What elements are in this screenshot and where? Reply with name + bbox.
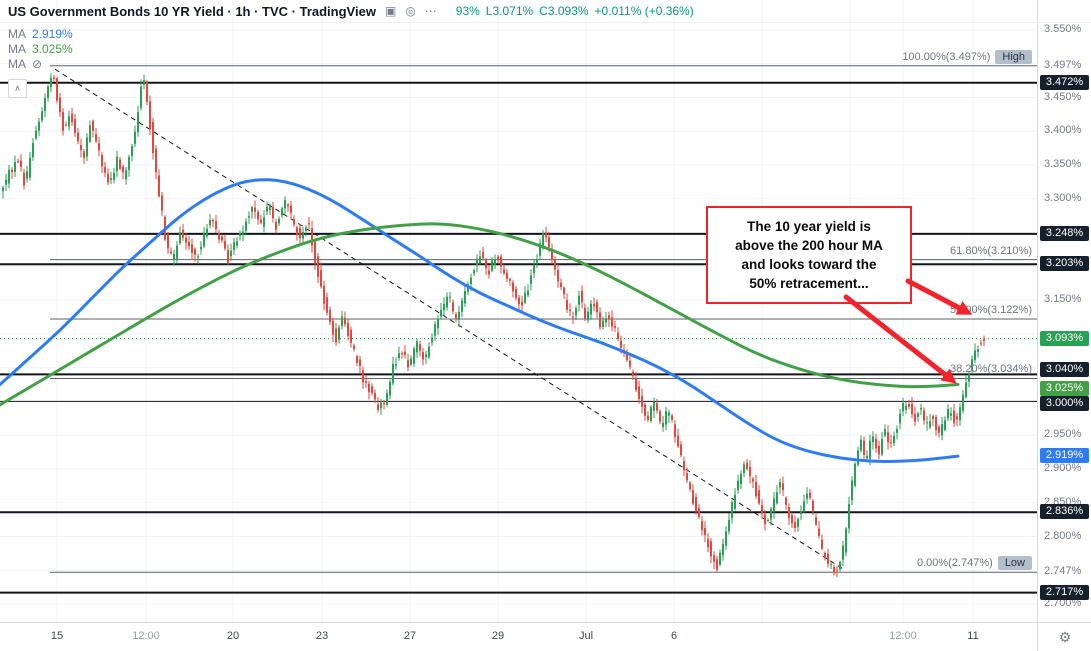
price-badge: 3.040%	[1040, 362, 1089, 377]
annotation-line: The 10 year yield is	[747, 219, 871, 234]
ma2-label: MA	[8, 41, 26, 56]
time-axis-label: 23	[315, 630, 329, 642]
symbol-title[interactable]: US Government Bonds 10 YR Yield · 1h · T…	[8, 3, 376, 19]
annotation-line: and looks toward the	[741, 257, 877, 272]
price-axis-label: 2.747%	[1044, 565, 1082, 577]
ma1-value: 2.919%	[32, 26, 73, 41]
grid-vertical	[56, 0, 974, 622]
price-axis-label: 2.800%	[1044, 530, 1082, 542]
price-badge: 3.248%	[1040, 226, 1089, 241]
ma-line-green[interactable]	[0, 222, 960, 407]
axis-corner: ⚙	[1037, 622, 1091, 651]
ma3-label: MA	[8, 56, 26, 71]
settings-gear-icon[interactable]: ⚙	[1058, 629, 1072, 645]
ohlc-values: 93% L3.071% C3.093% +0.011% (+0.36%)	[456, 4, 700, 18]
ma-line-blue[interactable]	[0, 178, 960, 464]
price-axis-label: 3.497%	[1044, 59, 1082, 71]
chart-canvas[interactable]	[0, 0, 1037, 622]
price-axis-label: 2.900%	[1044, 462, 1082, 474]
time-axis-label: 12:00	[889, 630, 917, 642]
indicator-legend: MA 2.919% MA 3.025% MA ⊘ ∧	[8, 26, 73, 98]
annotation-line: 50% retracement...	[749, 276, 869, 291]
time-axis-label: 15	[50, 630, 64, 642]
panel-icon[interactable]: ▣	[384, 4, 397, 18]
grid-horizontal	[0, 29, 1037, 605]
price-axis-label: 3.450%	[1044, 91, 1082, 103]
time-axis-label: 12:00	[132, 630, 160, 642]
price-axis-label: 2.950%	[1044, 428, 1082, 440]
price-axis-label: 3.350%	[1044, 158, 1082, 170]
trendline	[54, 68, 844, 570]
eye-off-icon[interactable]: ⊘	[32, 56, 43, 71]
ohlc-close: C3.093%	[539, 4, 589, 18]
time-axis[interactable]: 15 12:00 20 23 27 29 Jul 6 12:00 11	[0, 622, 1037, 651]
eye-icon[interactable]: ◎	[405, 4, 416, 18]
ma-row-1[interactable]: MA 2.919%	[8, 26, 73, 41]
ma-row-3[interactable]: MA ⊘	[8, 56, 73, 71]
ma-row-2[interactable]: MA 3.025%	[8, 41, 73, 56]
price-axis-label: 2.700%	[1044, 597, 1082, 609]
ohlc-high-partial: 93%	[455, 4, 480, 18]
price-badge: 3.472%	[1040, 75, 1089, 90]
more-options-icon[interactable]: ⋯	[424, 4, 437, 18]
price-axis-label: 3.550%	[1044, 23, 1082, 35]
annotation-line: above the 200 hour MA	[735, 238, 883, 253]
time-axis-label: 11	[967, 630, 979, 642]
ma1-label: MA	[8, 26, 26, 41]
time-axis-label: 29	[491, 630, 505, 642]
price-axis-label: 3.150%	[1044, 293, 1082, 305]
time-axis-label: 20	[226, 630, 240, 642]
ohlc-change: +0.011% (+0.36%)	[594, 4, 694, 18]
annotation-box[interactable]: The 10 year yield is above the 200 hour …	[706, 206, 912, 304]
price-axis-label: 3.400%	[1044, 124, 1082, 136]
time-axis-label: Jul	[578, 630, 594, 642]
price-badge: 2.836%	[1040, 504, 1089, 519]
price-badge: 3.203%	[1040, 256, 1089, 271]
price-badge: 2.717%	[1040, 585, 1089, 600]
chart-header: US Government Bonds 10 YR Yield · 1h · T…	[0, 0, 1091, 23]
time-axis-label: 6	[670, 630, 678, 642]
time-axis-label: 27	[403, 630, 417, 642]
ma2-value: 3.025%	[32, 41, 73, 56]
ohlc-low: L3.071%	[485, 4, 534, 18]
candle-bodies-up	[2, 78, 979, 570]
price-axis-label: 3.300%	[1044, 192, 1082, 204]
price-badge: 3.000%	[1040, 396, 1089, 411]
price-axis[interactable]: 3.550% 3.497% 3.450% 3.400% 3.350% 3.300% 3.15…	[1037, 0, 1091, 622]
price-badge: 2.919%	[1040, 448, 1089, 463]
candle-wicks-up	[2, 73, 979, 572]
price-badge: 3.093%	[1040, 331, 1089, 346]
price-badge: 3.025%	[1040, 381, 1089, 396]
collapse-legend-button[interactable]: ∧	[8, 79, 27, 98]
